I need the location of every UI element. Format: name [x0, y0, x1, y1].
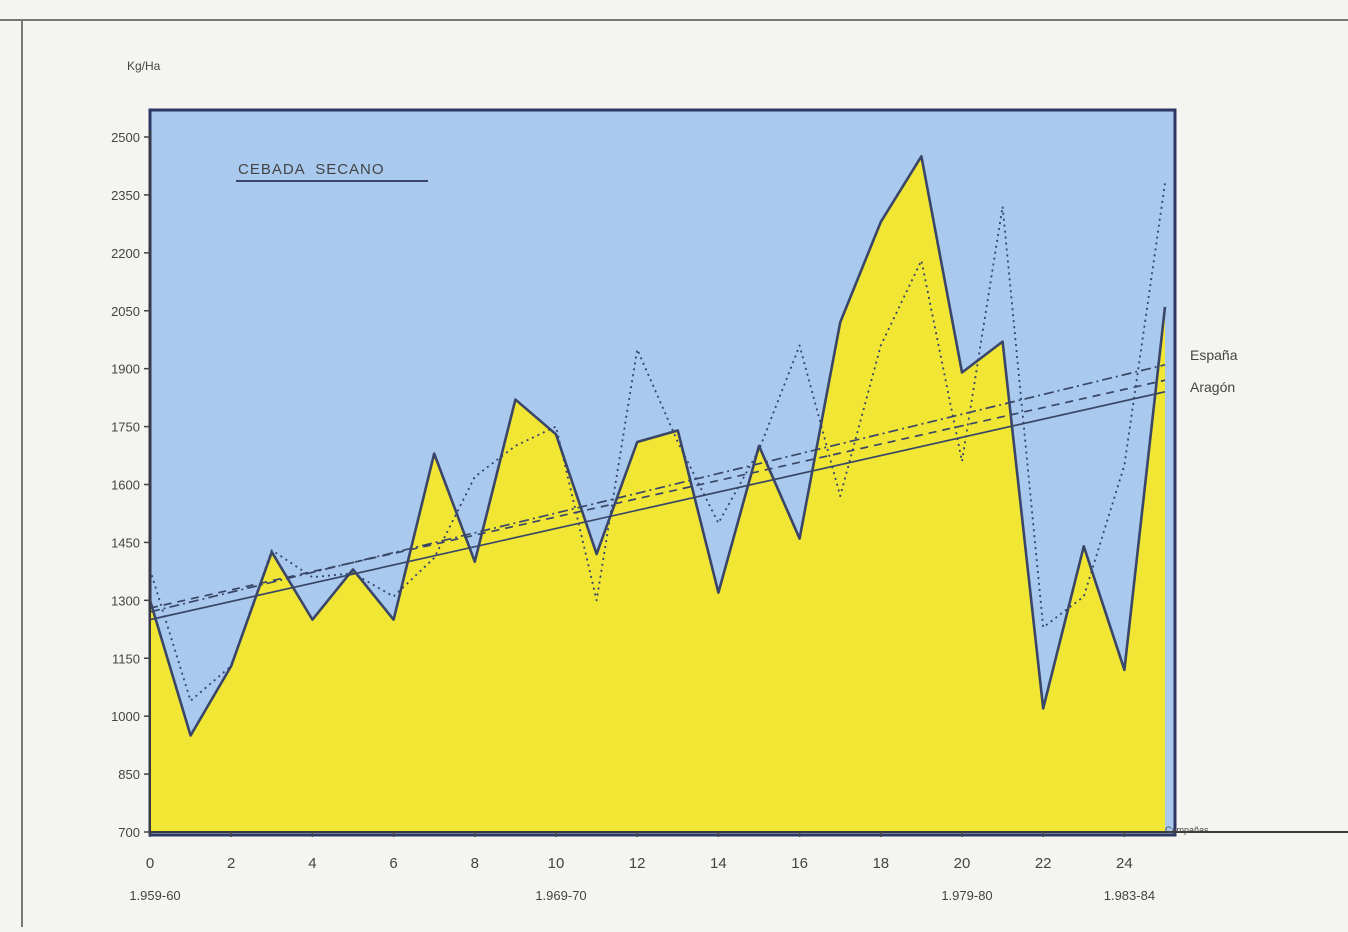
- trend-layer: [150, 363, 1166, 621]
- period-label: 1.969-70: [535, 888, 586, 903]
- y-tick-label: 1450: [111, 535, 140, 550]
- period-label: 1.983-84: [1104, 888, 1155, 903]
- y-tick-label: 850: [118, 767, 140, 782]
- x-tick-label: 16: [791, 855, 808, 872]
- y-tick-label: 2050: [111, 304, 140, 319]
- x-tick-label: 24: [1116, 855, 1133, 872]
- x-tick-label: 0: [146, 855, 154, 872]
- x-tick-label: 4: [308, 855, 316, 872]
- trend-line-2: [150, 391, 1166, 621]
- chart-title: CEBADA SECANO: [238, 161, 385, 178]
- series-line-aragon: [150, 155, 1167, 737]
- x-tick-label: 10: [548, 855, 565, 872]
- x-axis-label: Campañas: [1165, 825, 1209, 835]
- y-tick-label: 1300: [111, 593, 140, 608]
- x-tick-label: 2: [227, 855, 235, 872]
- x-tick-label: 8: [471, 855, 479, 872]
- y-tick-label: 1600: [111, 478, 140, 493]
- y-tick-label: 2200: [111, 246, 140, 261]
- x-tick-label: 14: [710, 855, 727, 872]
- y-axis-label: Kg/Ha: [127, 59, 161, 73]
- x-tick-label: 22: [1035, 855, 1052, 872]
- x-tick-label: 6: [389, 855, 397, 872]
- x-tick-label: 18: [872, 855, 889, 872]
- trend-line-3: [150, 379, 1166, 609]
- axes-layer: 7008501000115013001450160017501900205022…: [111, 130, 1348, 903]
- legend-label-espana: España: [1190, 347, 1238, 363]
- x-tick-label: 20: [954, 855, 971, 872]
- y-tick-label: 2500: [111, 130, 140, 145]
- y-tick-label: 1900: [111, 362, 140, 377]
- y-tick-label: 700: [118, 825, 140, 840]
- y-tick-label: 2350: [111, 188, 140, 203]
- x-tick-label: 12: [629, 855, 646, 872]
- y-tick-label: 1150: [112, 651, 140, 666]
- period-label: 1.979-80: [941, 888, 992, 903]
- legend-label-aragon: Aragón: [1190, 379, 1235, 395]
- y-tick-label: 1750: [111, 420, 140, 435]
- period-label: 1.959-60: [129, 888, 180, 903]
- y-tick-label: 1000: [111, 709, 140, 724]
